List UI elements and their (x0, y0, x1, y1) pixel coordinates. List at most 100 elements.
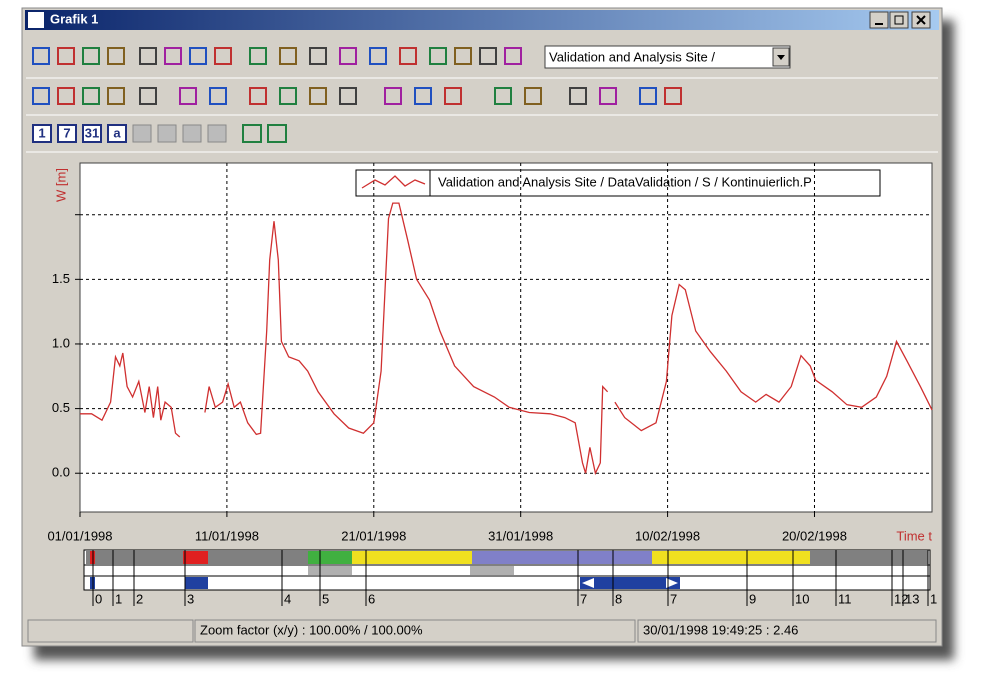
calendar-button-label: 31 (85, 125, 99, 140)
toolbar-button[interactable] (139, 87, 157, 105)
data-line (80, 202, 933, 476)
x-tick-label: 01/01/1998 (47, 528, 112, 543)
toolbar-button[interactable] (82, 87, 100, 105)
toolbar-button[interactable] (179, 87, 197, 105)
flag-band (652, 551, 810, 564)
calendar-button[interactable] (107, 124, 127, 143)
toolbar-button[interactable] (107, 87, 125, 105)
flag-band (208, 551, 308, 564)
title-bar (25, 10, 939, 30)
flag-band (185, 577, 208, 589)
toolbar-button[interactable] (569, 87, 587, 105)
toolbar-button[interactable] (82, 47, 100, 65)
x-tick-label: 21/01/1998 (341, 528, 406, 543)
toolbar-button[interactable] (164, 47, 182, 65)
toolbar-button[interactable] (214, 47, 232, 65)
flag-band (352, 551, 472, 564)
y-tick-label: 0.5 (52, 400, 70, 415)
toolbar-button[interactable] (242, 124, 262, 143)
nav-button[interactable] (132, 124, 152, 143)
calendar-button[interactable] (82, 124, 102, 143)
event-marker-label: 3 (187, 591, 194, 606)
event-marker-label: 10 (795, 591, 809, 606)
event-marker-label: 7 (580, 591, 587, 606)
y-axis-label: W [m] (53, 168, 68, 202)
site-combo-text: Validation and Analysis Site / (549, 49, 715, 64)
toolbar-button[interactable] (399, 47, 417, 65)
toolbar-button[interactable] (139, 47, 157, 65)
flag-band (308, 551, 352, 564)
toolbar-button[interactable] (279, 87, 297, 105)
minimize[interactable] (869, 11, 889, 29)
flag-band (810, 551, 928, 564)
toolbar-button[interactable] (339, 87, 357, 105)
toolbar-button[interactable] (429, 47, 447, 65)
toolbar-button[interactable] (479, 47, 497, 65)
toolbar-button[interactable] (639, 87, 657, 105)
status-pane (637, 619, 937, 643)
toolbar-button[interactable] (57, 47, 75, 65)
toolbar-button[interactable] (209, 87, 227, 105)
flag-band (472, 551, 652, 564)
calendar-button-label: a (113, 125, 121, 140)
toolbar-button[interactable] (494, 87, 512, 105)
app-icon (28, 12, 44, 28)
toolbar-button[interactable] (309, 47, 327, 65)
cursor-status: 30/01/1998 19:49:25 : 2.46 (643, 622, 798, 637)
x-tick-label: 10/02/1998 (635, 528, 700, 543)
toolbar-button[interactable] (267, 124, 287, 143)
flag-band (308, 566, 352, 575)
toolbar-button[interactable] (189, 47, 207, 65)
toolbar-button[interactable] (279, 47, 297, 65)
toolbars: 1 7 31 a (26, 47, 938, 153)
toolbar-button[interactable] (454, 47, 472, 65)
event-marker-label: 2 (136, 591, 143, 606)
status-pane (27, 619, 194, 643)
toolbar-button[interactable] (249, 47, 267, 65)
event-marker-label: 0 (95, 591, 102, 606)
toolbar-button[interactable] (444, 87, 462, 105)
maximize[interactable] (889, 11, 909, 29)
event-marker-label: 13 (905, 591, 919, 606)
toolbar-button[interactable] (32, 87, 50, 105)
legend-label: Validation and Analysis Site / DataValid… (438, 174, 812, 189)
event-marker-label: 1 (930, 591, 937, 606)
toolbar-button[interactable] (384, 87, 402, 105)
toolbar-button[interactable] (32, 47, 50, 65)
calendar-button-label: 7 (63, 125, 70, 140)
toolbar-button[interactable] (664, 87, 682, 105)
nav-button[interactable] (182, 124, 202, 143)
event-marker-label: 4 (284, 591, 291, 606)
flag-band (95, 551, 183, 564)
flag-band (470, 566, 514, 575)
event-marker-label: 5 (322, 591, 329, 606)
x-axis-label: Time t (896, 528, 932, 543)
status-pane (194, 619, 636, 643)
toolbar-button[interactable] (309, 87, 327, 105)
toolbar-button[interactable] (57, 87, 75, 105)
window-controls[interactable] (869, 11, 931, 29)
toolbar-button[interactable] (599, 87, 617, 105)
calendar-button[interactable] (32, 124, 52, 143)
nav-button[interactable] (207, 124, 227, 143)
flag-bands (86, 551, 928, 589)
site-combo[interactable] (544, 45, 791, 69)
y-tick-label: 0.0 (52, 465, 70, 480)
toolbar-button[interactable] (504, 47, 522, 65)
event-marker-label: 7 (670, 591, 677, 606)
nav-button[interactable] (157, 124, 177, 143)
event-marker-label: 9 (749, 591, 756, 606)
flag-band (86, 551, 90, 564)
toolbar-button[interactable] (524, 87, 542, 105)
toolbar-button[interactable] (339, 47, 357, 65)
flag-bar-3 (83, 575, 931, 591)
toolbar-button[interactable] (414, 87, 432, 105)
y-tick-label: 1.5 (52, 271, 70, 286)
toolbar-button[interactable] (107, 47, 125, 65)
calendar-button[interactable] (57, 124, 77, 143)
toolbar-button[interactable] (369, 47, 387, 65)
x-tick-label: 31/01/1998 (488, 528, 553, 543)
toolbar-button[interactable] (249, 87, 267, 105)
